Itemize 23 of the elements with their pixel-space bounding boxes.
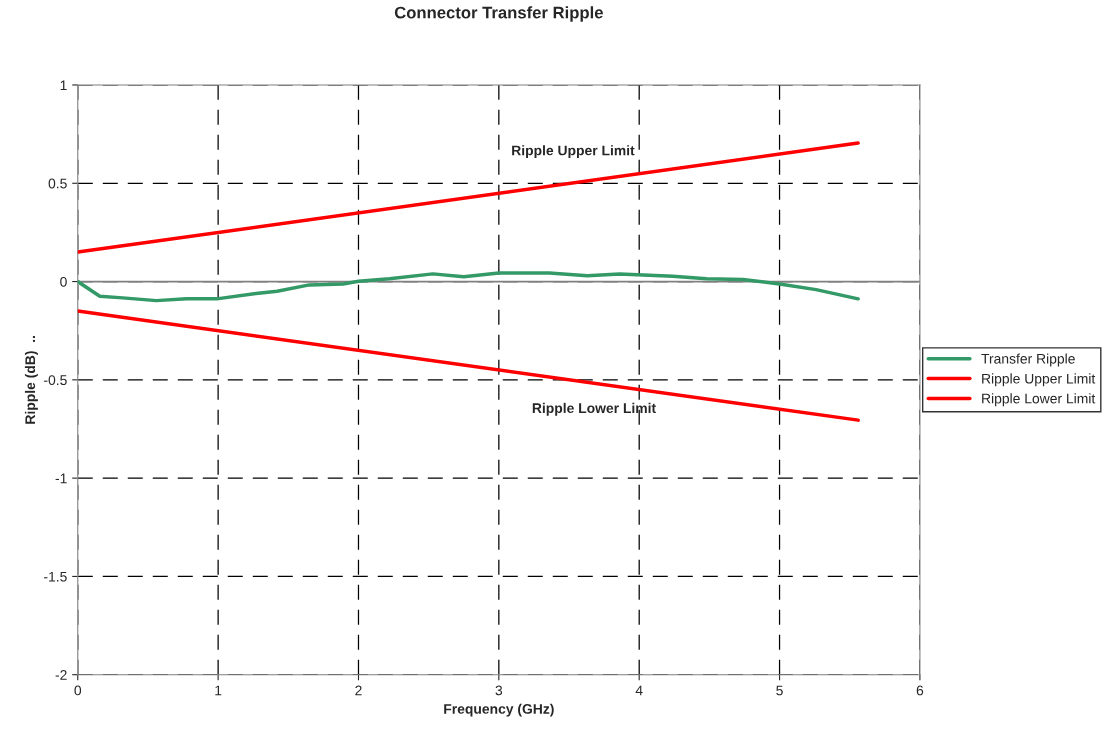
x-tick-label: 6 (916, 685, 924, 696)
legend-label: Ripple Lower Limit (982, 393, 1096, 407)
x-tick-label: 2 (355, 685, 362, 696)
legend-label: Ripple Upper Limit (982, 373, 1096, 387)
y-tick-label: -2 (55, 670, 67, 680)
x-tick-label: 5 (776, 685, 783, 696)
legend-label: Transfer Ripple (981, 353, 1075, 367)
y-tick-label: -0.5 (44, 375, 67, 386)
chart-title: Connector Transfer Ripple (394, 6, 603, 22)
x-tick-label: 0 (74, 685, 82, 696)
x-tick-label: 4 (635, 685, 643, 696)
line-series (77, 271, 860, 303)
x-axis-title: Frequency (GHz) (444, 703, 554, 717)
y-tick-label: -1 (55, 473, 67, 484)
x-tick-label: 3 (495, 685, 503, 696)
y-tick-label: 0 (60, 276, 67, 287)
x-tick-label: 1 (215, 685, 222, 696)
y-tick-label: 0.5 (48, 178, 67, 189)
y-tick-label: -1.5 (44, 571, 67, 582)
annotation: Ripple Upper Limit (512, 145, 635, 159)
y-tick-label: 1 (60, 80, 67, 91)
annotation: Ripple Lower Limit (532, 402, 656, 416)
y-axis-title: Ripple (dB) .. (24, 336, 38, 424)
